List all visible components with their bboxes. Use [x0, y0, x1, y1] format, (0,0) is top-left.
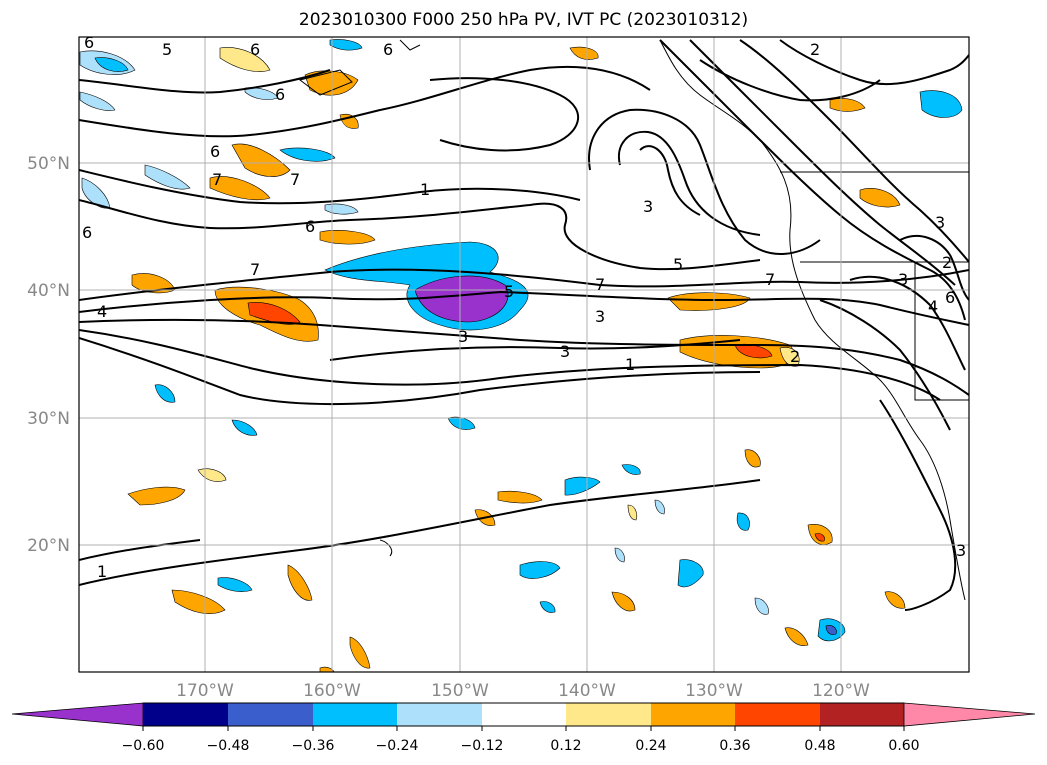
svg-text:3: 3: [643, 197, 653, 216]
svg-text:7: 7: [212, 170, 222, 189]
svg-text:2: 2: [790, 347, 800, 366]
colorbar-tick: 0.48: [804, 738, 835, 754]
svg-text:6: 6: [250, 40, 260, 59]
colorbar-segment: [820, 703, 904, 726]
gridlines: [79, 37, 969, 672]
svg-text:1: 1: [420, 180, 430, 199]
svg-text:3: 3: [956, 541, 966, 560]
colorbar-ticks: −0.60 −0.48 −0.36 −0.24 −0.12 0.12 0.24 …: [122, 738, 920, 754]
colorbar-tick: 0.60: [888, 738, 919, 754]
svg-text:7: 7: [290, 170, 300, 189]
colorbar-tick: 0.12: [550, 738, 581, 754]
svg-text:6: 6: [84, 33, 94, 52]
svg-text:3: 3: [458, 327, 468, 346]
pv-contours: [79, 39, 969, 611]
lon-label-130w: 130°W: [685, 681, 743, 701]
latitude-labels: 50°N 40°N 30°N 20°N: [27, 154, 70, 556]
colorbar-segment: [313, 703, 397, 726]
colorbar-segment: [651, 703, 735, 726]
svg-text:1: 1: [97, 562, 107, 581]
lat-label-50n: 50°N: [27, 154, 70, 174]
contour-labels: 6 5 6 6 6 6 7 1 6 6 7 7 4 3 5 3 3 1 7 5 …: [82, 33, 966, 581]
colorbar-segment: [735, 703, 820, 726]
colorbar-segment: [482, 703, 566, 726]
svg-text:6: 6: [383, 40, 393, 59]
colorbar-tick: −0.36: [292, 738, 335, 754]
svg-text:1: 1: [625, 355, 635, 374]
colorbar-tick: −0.48: [207, 738, 250, 754]
colorbar-segment: [228, 703, 313, 726]
colorbar-tick: 0.36: [719, 738, 750, 754]
svg-text:3: 3: [595, 307, 605, 326]
svg-text:3: 3: [935, 213, 945, 232]
lon-label-140w: 140°W: [558, 681, 616, 701]
svg-text:7: 7: [595, 275, 605, 294]
svg-text:4: 4: [928, 297, 938, 316]
colorbar-extend-left: [11, 702, 144, 727]
ivt-shading: [79, 39, 963, 672]
svg-text:5: 5: [162, 40, 172, 59]
svg-text:7: 7: [765, 270, 775, 289]
colorbar-tick: −0.12: [461, 738, 504, 754]
svg-text:6: 6: [275, 85, 285, 104]
svg-text:6: 6: [210, 142, 220, 161]
colorbar-extend-right: [903, 702, 1036, 727]
lon-label-170w: 170°W: [176, 681, 234, 701]
longitude-labels: 170°W 160°W 150°W 140°W 130°W 120°W: [176, 681, 870, 701]
map-frame: [78, 36, 970, 673]
svg-text:6: 6: [82, 223, 92, 242]
colorbar-tick: 0.24: [635, 738, 666, 754]
svg-text:2: 2: [942, 253, 952, 272]
svg-text:6: 6: [945, 288, 955, 307]
colorbar-segment: [566, 703, 651, 726]
lat-label-30n: 30°N: [27, 409, 70, 429]
svg-text:5: 5: [673, 255, 683, 274]
svg-text:2: 2: [810, 40, 820, 59]
colorbar-segment: [143, 703, 228, 726]
map-title: 2023010300 F000 250 hPa PV, IVT PC (2023…: [298, 10, 749, 30]
colorbar-segment: [397, 703, 482, 726]
colorbar-tick: −0.60: [122, 738, 165, 754]
lon-label-160w: 160°W: [303, 681, 361, 701]
lat-label-20n: 20°N: [27, 536, 70, 556]
lat-label-40n: 40°N: [27, 281, 70, 301]
svg-text:7: 7: [250, 260, 260, 279]
svg-text:3: 3: [560, 342, 570, 361]
lon-label-120w: 120°W: [812, 681, 870, 701]
colorbar-tick: −0.24: [376, 738, 419, 754]
svg-text:6: 6: [305, 217, 315, 236]
colorbar: [11, 702, 1036, 727]
svg-text:3: 3: [898, 270, 908, 289]
svg-text:5: 5: [504, 282, 514, 301]
lon-label-150w: 150°W: [431, 681, 489, 701]
svg-text:4: 4: [97, 302, 107, 321]
coastline: [298, 39, 969, 601]
